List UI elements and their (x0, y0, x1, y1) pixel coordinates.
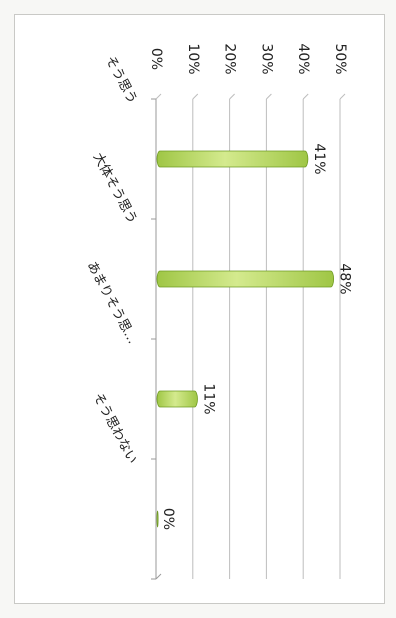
gridline-depth (339, 93, 346, 100)
category-axis (151, 98, 162, 580)
bars (156, 150, 335, 528)
category-label: 大体そう思う (90, 151, 140, 227)
tick-label: 20% (222, 43, 238, 74)
bar (156, 510, 159, 528)
bar (156, 390, 198, 408)
tick-label: 40% (295, 43, 311, 74)
gridline-depth (155, 93, 162, 100)
data-label: 0% (160, 508, 176, 530)
gridline-depth (302, 93, 309, 100)
data-label: 41% (311, 143, 327, 174)
data-label: 11% (200, 383, 216, 414)
data-label: 48% (337, 263, 353, 294)
tick-label: 50% (332, 43, 348, 74)
plot-area: 41% 48% 11% 0% 0% 10% 20% 30% 40% 50% そう思う大体そう思う… (84, 43, 353, 580)
tick-label: 10% (185, 43, 201, 74)
bar-chart: 41% 48% 11% 0% 0% 10% 20% 30% 40% 50% そう思う大体そう思う… (84, 43, 353, 580)
gridline-depth (229, 93, 235, 100)
chart-frame: 41% 48% 11% 0% 0% 10% 20% 30% 40% 50% そう思う大体そう思う… (14, 14, 385, 604)
gridlines (155, 93, 346, 579)
value-axis-tick-labels: 0% 10% 20% 30% 40% 50% (148, 43, 348, 74)
data-labels: 41% 48% 11% 0% (160, 143, 353, 530)
category-label: そう思う (102, 54, 140, 107)
bar (156, 270, 335, 288)
category-label: あまりそう思… (84, 259, 140, 346)
gridline-depth (266, 93, 272, 100)
bar (156, 150, 309, 168)
gridline-depth (192, 93, 199, 100)
axis-depth (155, 573, 162, 580)
tick-label: 0% (148, 48, 164, 70)
tick-label: 30% (258, 43, 274, 74)
category-label: そう思わない (90, 391, 140, 467)
